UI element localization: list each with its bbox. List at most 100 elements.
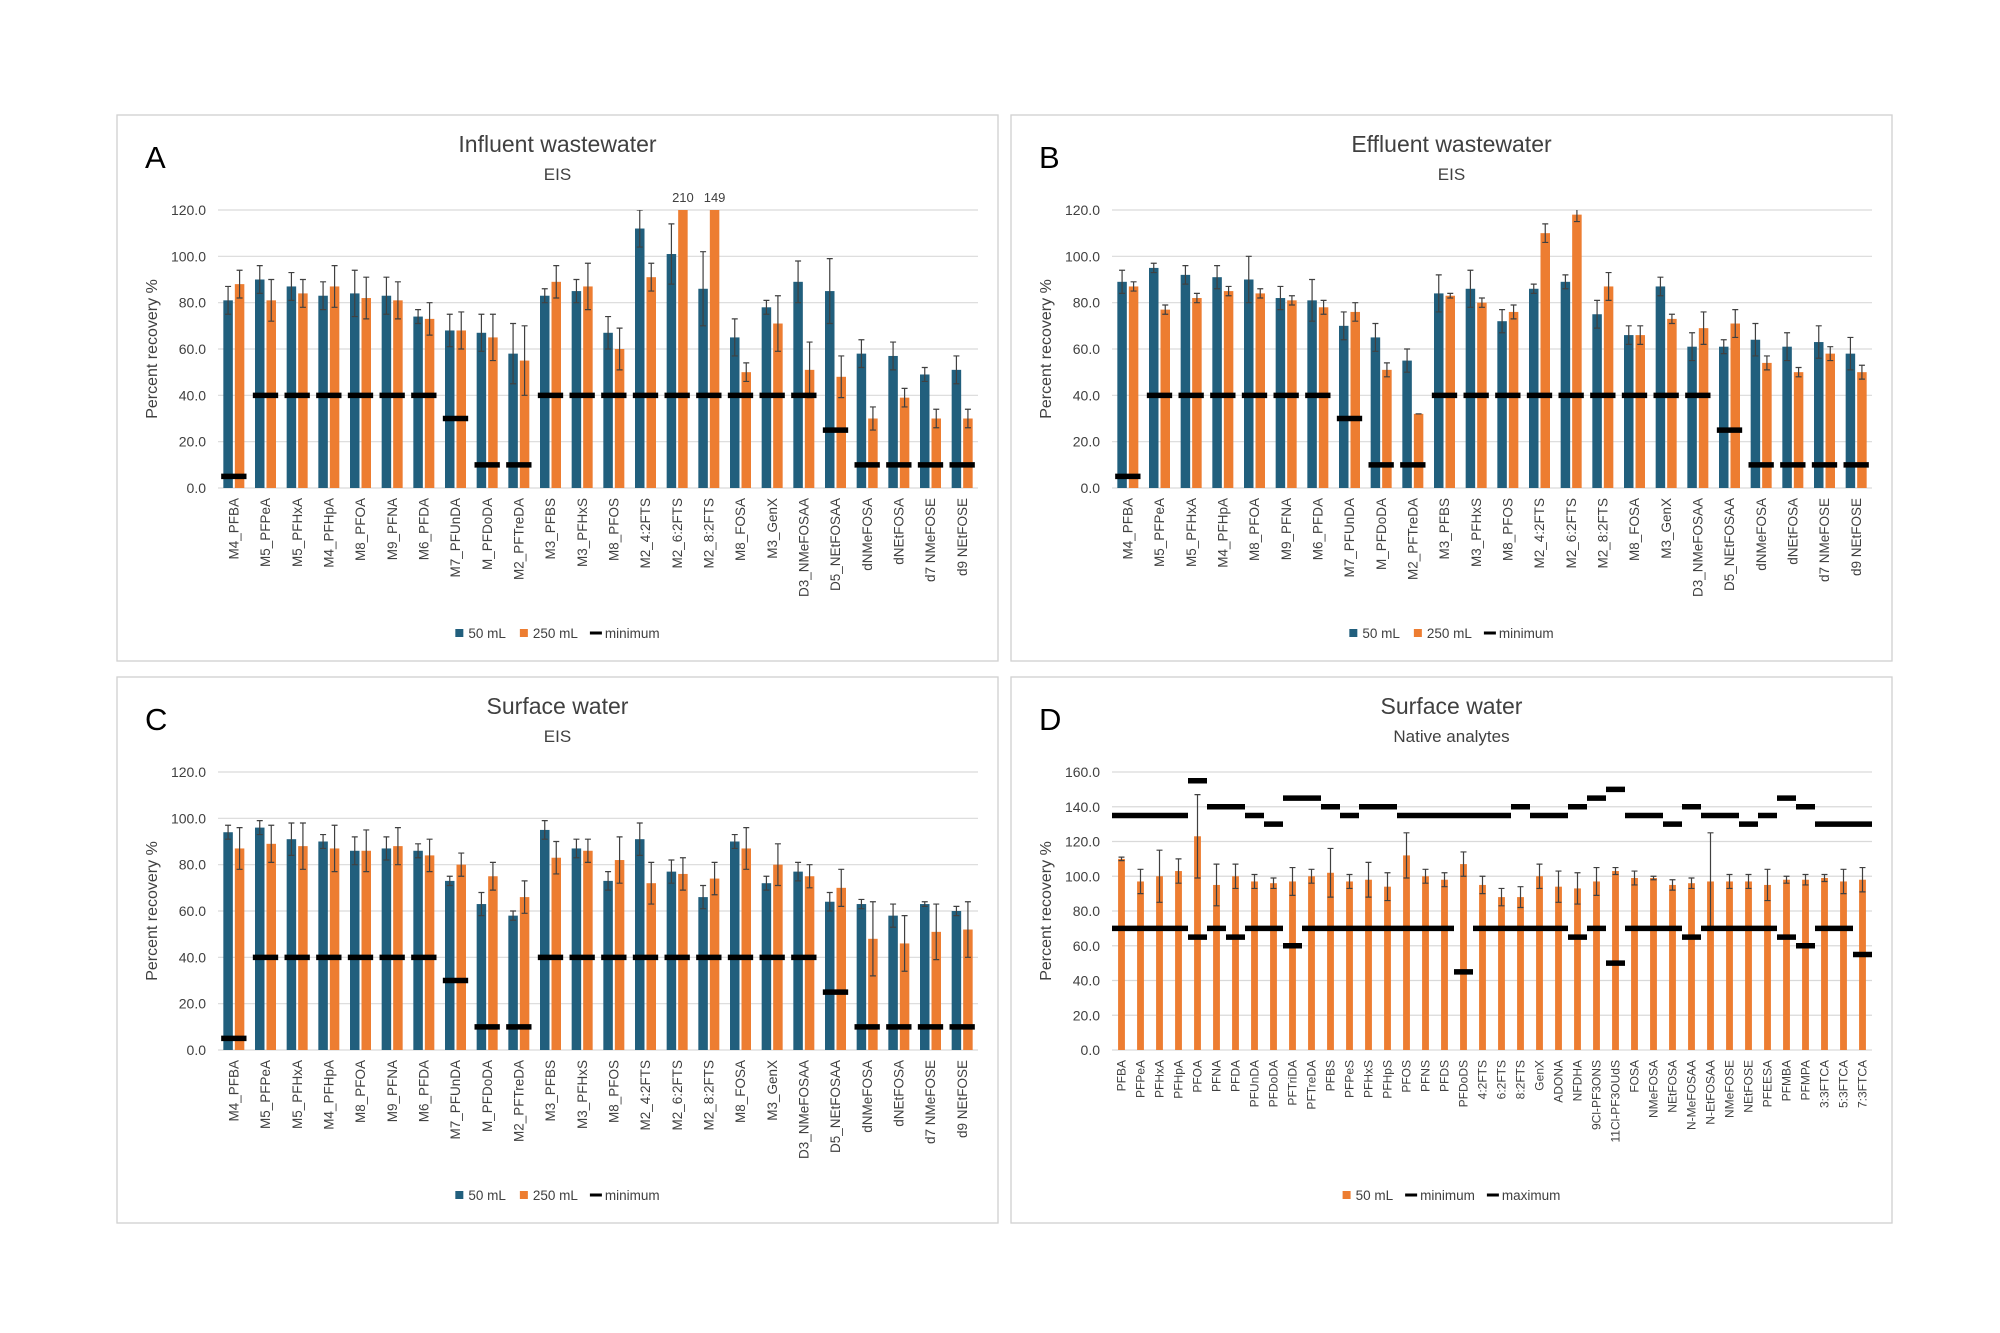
bar (1572, 214, 1582, 488)
error-bar (1510, 304, 1517, 320)
x-tick-label: PFHpS (1381, 1060, 1395, 1099)
bar (951, 911, 962, 1050)
y-axis-title: Percent recovery % (144, 841, 161, 981)
bar (1194, 836, 1201, 1050)
x-tick-label: 9Cl-PF3ONS (1590, 1060, 1604, 1130)
error-bar (1858, 364, 1865, 380)
error-bar (858, 898, 865, 910)
bar (868, 418, 878, 488)
error-bar (774, 843, 781, 887)
bar (286, 286, 297, 488)
error-bar (1352, 302, 1359, 322)
x-tick-label: PFNA (1210, 1060, 1224, 1092)
bar (1667, 318, 1677, 488)
legend: 50 mL 250 mL minimum (455, 626, 660, 641)
error-bar (458, 311, 465, 350)
bar (1593, 881, 1600, 1050)
x-tick-label: PFOS (1400, 1060, 1414, 1093)
error-bar (858, 339, 865, 369)
bar (1762, 362, 1772, 488)
error-bar (510, 910, 517, 921)
bar (1441, 879, 1448, 1050)
x-tick-label: PFBS (1324, 1060, 1338, 1091)
bar (519, 897, 530, 1050)
x-tick-label: NMeFOSE (1723, 1060, 1737, 1118)
x-tick-label: M4_PFBA (227, 498, 242, 560)
y-tick-label: 60.0 (1073, 341, 1100, 357)
bar (583, 286, 593, 488)
bar (266, 843, 276, 1050)
error-bar (1536, 863, 1543, 890)
error-bar (320, 281, 327, 311)
bar (1631, 877, 1638, 1050)
bar (1370, 337, 1381, 488)
error-bar (1650, 875, 1657, 881)
bar (393, 846, 403, 1050)
error-bar (1555, 870, 1562, 903)
bar (476, 332, 487, 488)
bar (698, 897, 708, 1050)
plot-area (221, 210, 975, 489)
bar (1117, 281, 1127, 488)
x-tick-label: M3_PFHxS (575, 498, 590, 567)
x-tick-label: 5:3FTCA (1837, 1060, 1851, 1108)
error-bar (901, 915, 908, 972)
error-bar (1460, 851, 1467, 877)
error-bar (921, 901, 928, 907)
bar (1750, 339, 1761, 488)
bar (730, 337, 740, 488)
legend-label: maximum (1502, 1188, 1561, 1203)
error-bar (679, 857, 686, 891)
bar (1859, 879, 1866, 1050)
error-bar (288, 271, 295, 301)
error-bar (415, 309, 422, 325)
error-bar (1182, 265, 1189, 285)
x-tick-label: PFUnDA (1248, 1060, 1262, 1107)
x-tick-label: PFEESA (1761, 1060, 1775, 1107)
y-tick-label: 0.0 (187, 480, 207, 496)
error-bar (1859, 866, 1866, 893)
bar (234, 284, 245, 488)
bar (1650, 877, 1657, 1050)
x-tick-label: 6:2FTS (1495, 1060, 1509, 1099)
bar (1707, 881, 1714, 1050)
error-bar (964, 408, 971, 429)
bar (286, 839, 297, 1050)
bar (1212, 277, 1222, 488)
x-tick-label: 11Cl-PF3OUdS (1609, 1060, 1623, 1142)
legend: 50 mL 250 mL minimum (455, 1188, 660, 1203)
y-tick-label: 40.0 (179, 387, 206, 403)
error-bar (838, 868, 845, 907)
error-bar (1593, 866, 1600, 896)
y-tick-label: 0.0 (1081, 1042, 1101, 1058)
x-tick-label: NMeFOSA (1647, 1060, 1661, 1118)
error-bar (953, 355, 960, 385)
bar (793, 281, 803, 488)
error-bar (1383, 362, 1390, 378)
bar (1137, 881, 1144, 1050)
x-tick-label: dNMeFOSA (860, 498, 875, 571)
error-bar (636, 210, 643, 248)
bar (1517, 897, 1524, 1050)
error-bar (648, 861, 655, 905)
legend-swatch (455, 629, 464, 637)
error-bar (1435, 274, 1442, 313)
error-bar (1365, 861, 1372, 898)
error-bar (1573, 210, 1580, 223)
bar (1688, 883, 1695, 1050)
bar (899, 943, 910, 1050)
error-bar (1320, 299, 1327, 315)
error-bar (1118, 856, 1125, 862)
error-bar (1478, 297, 1485, 308)
bar (551, 857, 561, 1050)
bar (1465, 288, 1476, 488)
bar (963, 418, 973, 488)
x-tick-label: PFHpA (1172, 1060, 1186, 1099)
error-bar (1162, 304, 1169, 315)
bar (793, 871, 803, 1050)
error-bar (446, 875, 453, 887)
error-bar (1631, 870, 1638, 886)
x-tick-label: M2_8:2FTS (702, 498, 717, 569)
panel: D Surface water Native analytes Percent rec… (1010, 676, 1893, 1224)
